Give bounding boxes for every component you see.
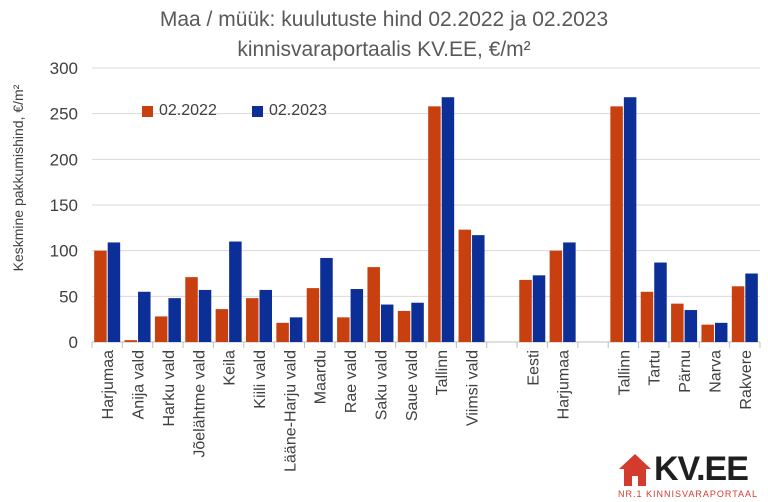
bar-02.2023 (654, 262, 667, 342)
x-tick-label: Harku vald (161, 350, 178, 426)
bar-02.2023 (532, 275, 546, 342)
bar-02.2022 (185, 277, 198, 342)
legend-item-02-2022: 02.2022 (142, 102, 217, 120)
logo-tagline: NR.1 KINNISVARAPORTAAL (618, 489, 759, 499)
x-tick-label: Eesti (525, 350, 542, 386)
bar-02.2023 (138, 291, 151, 342)
bar-02.2023 (472, 235, 485, 342)
y-tick-label: 150 (50, 196, 78, 215)
y-tick-label: 250 (50, 105, 78, 124)
bar-02.2022 (367, 267, 380, 342)
x-tick-label: Narva (707, 350, 724, 393)
bar-02.2022 (428, 106, 441, 342)
bar-02.2022 (671, 303, 684, 342)
x-tick-label: Lääne-Harju vald (282, 350, 299, 472)
legend-label: 02.2022 (159, 102, 217, 119)
bar-02.2023 (198, 289, 212, 342)
x-tick-label: Harjumaa (100, 350, 117, 419)
x-tick-label: Kiili vald (252, 350, 269, 409)
chart-title: Maa / müük: kuulutuste hind 02.2022 ja 0… (159, 8, 609, 31)
x-tick-label: Anija vald (131, 350, 148, 419)
house-icon (619, 454, 651, 486)
bar-02.2022 (154, 316, 168, 342)
x-tick-label: Harjumaa (556, 350, 573, 419)
bar-02.2022 (306, 288, 320, 342)
bar-02.2023 (441, 97, 455, 342)
kvee-logo: KV.EE NR.1 KINNISVARAPORTAAL (618, 450, 768, 500)
x-tick-label: Viimsi vald (465, 350, 482, 426)
x-tick-label: Tartu (647, 350, 664, 386)
legend-swatch (252, 105, 263, 117)
bar-02.2022 (124, 340, 138, 342)
bar-02.2023 (714, 322, 728, 342)
x-tick-label: Tallinn (434, 350, 451, 395)
x-tick-label: Rakvere (738, 350, 755, 410)
x-tick-label: Jõelähtme vald (191, 350, 208, 458)
bar-02.2023 (320, 257, 333, 342)
y-tick-label: 200 (50, 150, 78, 169)
bar-02.2022 (519, 279, 532, 342)
bar-02.2022 (549, 250, 563, 342)
bar-02.2022 (731, 286, 745, 342)
bar-02.2022 (215, 309, 229, 342)
bar-02.2023 (289, 317, 303, 342)
legend-label: 02.2023 (269, 102, 327, 119)
bar-02.2022 (640, 291, 654, 342)
bar-02.2022 (276, 322, 289, 342)
bar-02.2022 (397, 310, 411, 342)
x-tick-label: Saku vald (373, 350, 390, 420)
chart-subtitle: kinnisvaraportaalis KV.EE, €/m² (237, 38, 531, 61)
x-tick-label: Keila (222, 350, 239, 386)
bar-02.2023 (745, 273, 758, 342)
bar-02.2023 (107, 242, 121, 342)
bar-02.2023 (623, 97, 637, 342)
y-tick-label: 100 (50, 242, 78, 261)
legend-swatch (142, 105, 153, 117)
bar-02.2022 (337, 317, 350, 342)
bar-02.2022 (94, 250, 107, 342)
y-tick-label: 300 (50, 59, 78, 78)
bar-02.2023 (563, 242, 576, 342)
bar-02.2022 (610, 106, 623, 342)
bar-02.2023 (684, 310, 698, 342)
bar-02.2023 (380, 304, 394, 342)
bar-02.2023 (411, 302, 424, 342)
x-tick-label: Rae vald (343, 350, 360, 413)
bar-02.2022 (458, 229, 472, 342)
legend-item-02-2023: 02.2023 (252, 102, 327, 120)
bar-02.2022 (701, 324, 714, 342)
bar-02.2023 (350, 289, 364, 342)
bar-02.2023 (168, 298, 181, 342)
bar-02.2022 (246, 298, 259, 342)
y-tick-label: 50 (59, 287, 78, 306)
logo-wordmark: KV.EE (654, 450, 749, 488)
x-tick-label: Pärnu (677, 350, 694, 393)
bar-02.2023 (229, 241, 242, 342)
x-tick-label: Tallinn (616, 350, 633, 395)
x-tick-label: Maardu (313, 350, 330, 404)
x-tick-label: Saue vald (404, 350, 421, 421)
bar-02.2023 (259, 289, 272, 342)
y-tick-label: 0 (69, 333, 78, 352)
